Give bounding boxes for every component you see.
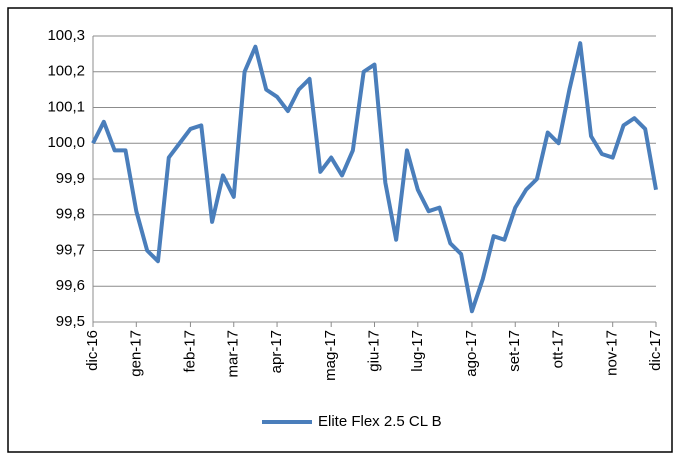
x-tick-label: ott-17 — [550, 330, 567, 368]
y-tick-label: 99,7 — [56, 241, 85, 258]
x-tick-label: lug-17 — [409, 330, 426, 372]
x-tick-label: ago-17 — [463, 330, 480, 377]
series-line — [91, 41, 658, 314]
x-tick-label: mar-17 — [225, 330, 242, 378]
x-tick-label: dic-17 — [647, 330, 664, 371]
chart-frame — [7, 7, 673, 453]
x-tick-label: apr-17 — [268, 330, 285, 373]
y-tick-label: 99,8 — [56, 206, 85, 223]
x-tick-label: feb-17 — [181, 330, 198, 373]
y-tick-label: 100,3 — [47, 27, 85, 44]
y-tick-label: 99,6 — [56, 277, 85, 294]
x-tick-label: mag-17 — [322, 330, 339, 381]
x-tick-label: gen-17 — [127, 330, 144, 377]
x-tick-label: set-17 — [506, 330, 523, 372]
x-tick-label: nov-17 — [604, 330, 621, 376]
legend-label: Elite Flex 2.5 CL B — [318, 413, 442, 430]
y-tick-label: 100,1 — [47, 98, 85, 115]
y-tick-label: 99,5 — [56, 313, 85, 330]
y-tick-label: 100,0 — [47, 134, 85, 151]
x-tick-label: giu-17 — [365, 330, 382, 372]
y-tick-label: 99,9 — [56, 170, 85, 187]
x-tick-label: dic-16 — [84, 330, 101, 371]
y-tick-label: 100,2 — [47, 63, 85, 80]
